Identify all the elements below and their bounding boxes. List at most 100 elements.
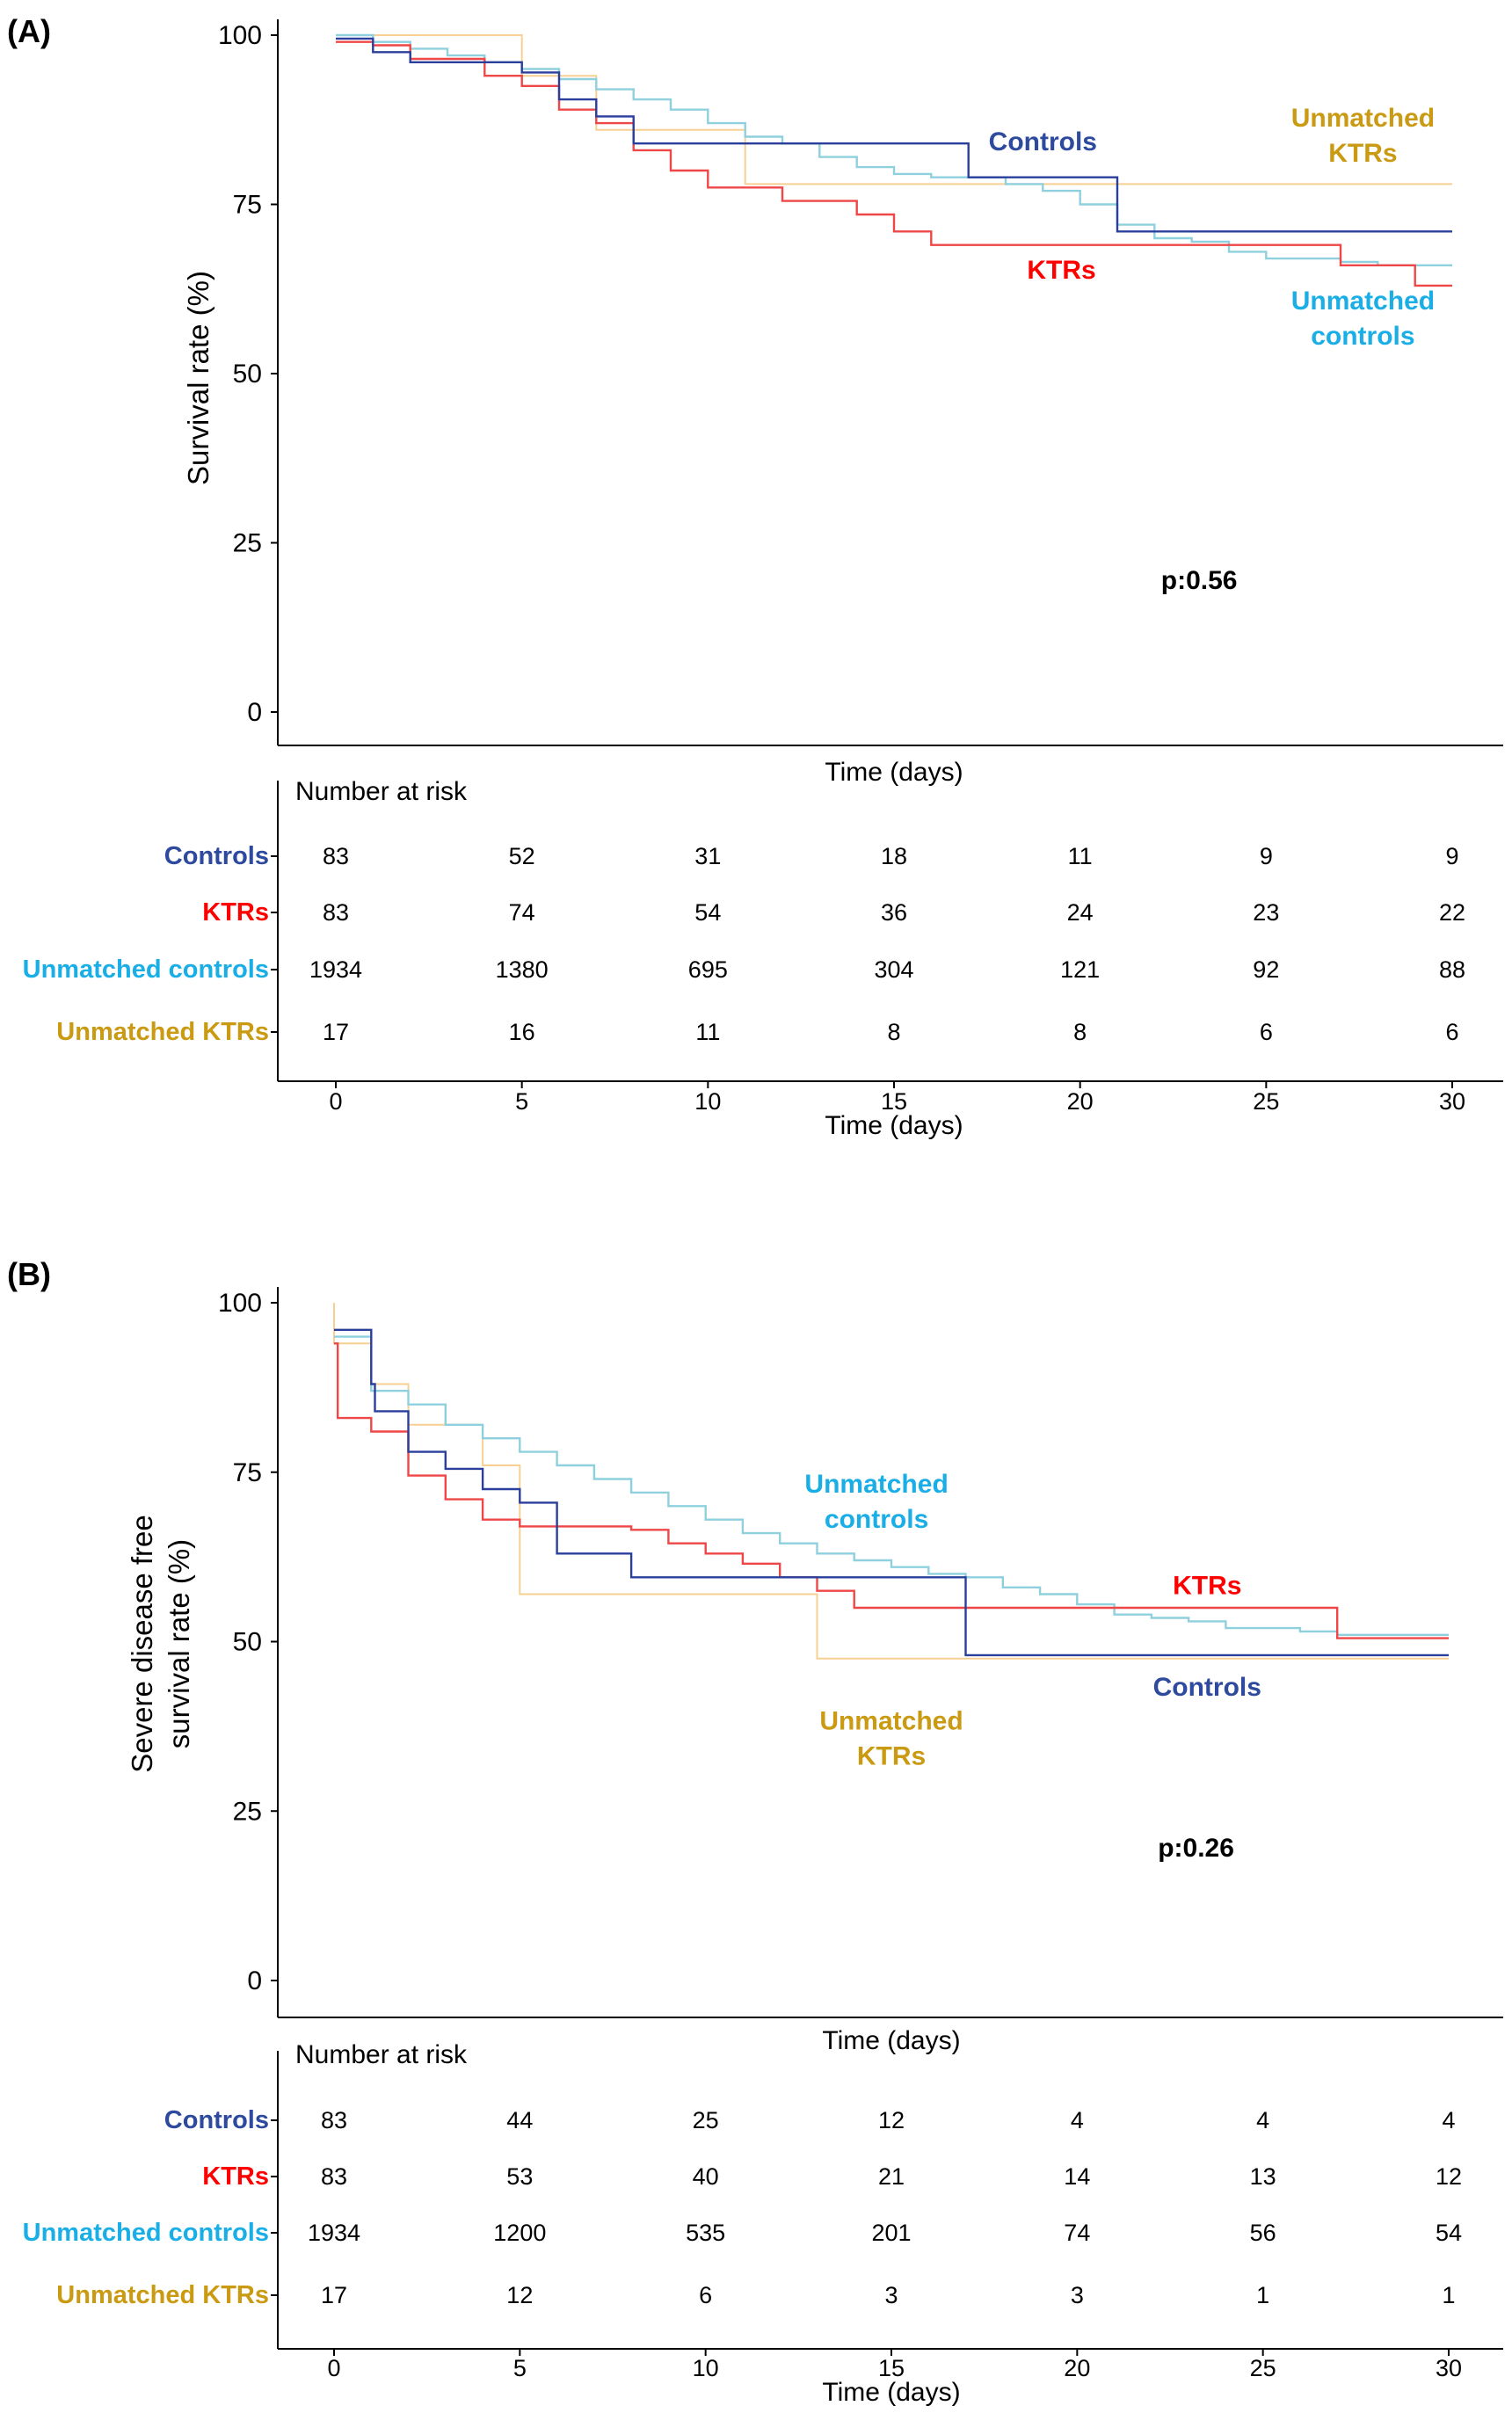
- curve-label-unmatched-ktrs: Unmatched: [819, 1707, 963, 1736]
- risk-row-label: KTRs: [202, 898, 269, 927]
- risk-value-cell: 17: [321, 2282, 347, 2308]
- risk-value-cell: 36: [881, 899, 907, 926]
- risk-value-cell: 92: [1253, 956, 1279, 983]
- x-tick-label: 10: [694, 1088, 721, 1115]
- risk-value-cell: 6: [1445, 1019, 1458, 1045]
- x-tick-label: 25: [1253, 1088, 1279, 1115]
- risk-value-cell: 9: [1260, 843, 1273, 869]
- risk-value-cell: 1934: [309, 956, 362, 983]
- y-tick-label: 50: [233, 1628, 262, 1657]
- x-tick-label: 0: [329, 1088, 342, 1115]
- risk-value-cell: 1934: [308, 2220, 360, 2246]
- risk-table-x-axis-title: Time (days): [825, 1111, 963, 1140]
- y-tick-label: 75: [233, 1458, 262, 1487]
- risk-value-cell: 6: [699, 2282, 712, 2308]
- risk-value-cell: 4: [1071, 2107, 1084, 2133]
- x-tick-label: 25: [1250, 2355, 1276, 2381]
- curve-label-unmatched-controls: controls: [825, 1505, 928, 1534]
- risk-value-cell: 83: [321, 2107, 347, 2133]
- curve-label-unmatched-controls: Unmatched: [1291, 287, 1435, 316]
- risk-table-x-axis-title: Time (days): [822, 2378, 960, 2407]
- y-tick-label: 0: [247, 1966, 262, 1995]
- y-axis-title: Severe disease free: [126, 1515, 158, 1773]
- risk-value-cell: 12: [506, 2282, 533, 2308]
- x-tick-label: 30: [1436, 2355, 1462, 2381]
- x-tick-label: 15: [878, 2355, 905, 2381]
- risk-value-cell: 21: [878, 2163, 905, 2190]
- y-axis-title: survival rate (%): [163, 1539, 195, 1748]
- risk-value-cell: 8: [887, 1019, 900, 1045]
- risk-value-cell: 53: [506, 2163, 533, 2190]
- series-line-unmatched-ktrs: [336, 34, 1452, 185]
- risk-value-cell: 16: [509, 1019, 535, 1045]
- risk-value-cell: 1200: [493, 2220, 546, 2246]
- panel-label: (A): [7, 13, 51, 49]
- p-value-annotation: p:0.26: [1158, 1834, 1234, 1863]
- risk-row-label: Unmatched KTRs: [56, 2281, 269, 2309]
- risk-value-cell: 3: [884, 2282, 898, 2308]
- risk-value-cell: 12: [878, 2107, 905, 2133]
- risk-value-cell: 40: [693, 2163, 719, 2190]
- series-line-unmatched-controls: [334, 1335, 1449, 1636]
- risk-value-cell: 14: [1064, 2163, 1090, 2190]
- risk-row-label: KTRs: [202, 2162, 269, 2191]
- series-line-controls: [336, 37, 1452, 233]
- risk-table-title: Number at risk: [295, 777, 468, 806]
- risk-value-cell: 12: [1436, 2163, 1462, 2190]
- panel-label: (B): [7, 1256, 51, 1292]
- x-tick-label: 5: [515, 1088, 528, 1115]
- y-axis-title: Survival rate (%): [182, 271, 214, 485]
- x-tick-label: 5: [513, 2355, 527, 2381]
- risk-value-cell: 6: [1260, 1019, 1273, 1045]
- risk-row-label: Unmatched KTRs: [56, 1018, 269, 1046]
- risk-row-label: Unmatched controls: [23, 956, 269, 984]
- curve-label-unmatched-ktrs: KTRs: [857, 1742, 926, 1771]
- curve-label-ktrs: KTRs: [1027, 256, 1095, 285]
- risk-value-cell: 304: [874, 956, 913, 983]
- curve-label-ktrs: KTRs: [1173, 1572, 1241, 1601]
- y-tick-label: 25: [233, 1797, 262, 1826]
- risk-value-cell: 24: [1067, 899, 1094, 926]
- x-axis-title: Time (days): [822, 2026, 960, 2055]
- risk-value-cell: 56: [1250, 2220, 1276, 2246]
- risk-value-cell: 11: [695, 1019, 720, 1045]
- risk-value-cell: 9: [1445, 843, 1458, 869]
- risk-value-cell: 201: [871, 2220, 911, 2246]
- risk-value-cell: 18: [881, 843, 907, 869]
- risk-value-cell: 11: [1068, 843, 1093, 869]
- x-tick-label: 30: [1439, 1088, 1465, 1115]
- y-tick-label: 100: [218, 1289, 262, 1318]
- x-axis-title: Time (days): [825, 758, 963, 787]
- x-tick-label: 0: [327, 2355, 340, 2381]
- risk-value-cell: 13: [1250, 2163, 1276, 2190]
- curve-label-unmatched-ktrs: KTRs: [1328, 139, 1397, 168]
- y-tick-label: 0: [247, 698, 262, 727]
- x-tick-label: 20: [1064, 2355, 1090, 2381]
- y-tick-label: 75: [233, 191, 262, 220]
- risk-value-cell: 54: [694, 899, 721, 926]
- curve-label-unmatched-controls: Unmatched: [804, 1470, 948, 1499]
- risk-value-cell: 22: [1439, 899, 1465, 926]
- y-tick-label: 100: [218, 21, 262, 50]
- risk-row-label: Unmatched controls: [23, 2219, 269, 2247]
- risk-value-cell: 695: [688, 956, 728, 983]
- curve-label-unmatched-controls: controls: [1311, 322, 1414, 351]
- risk-value-cell: 1380: [496, 956, 549, 983]
- series-line-ktrs: [336, 40, 1452, 287]
- x-tick-label: 10: [693, 2355, 719, 2381]
- risk-row-label: Controls: [164, 842, 269, 870]
- risk-value-cell: 52: [509, 843, 535, 869]
- risk-value-cell: 1: [1256, 2282, 1269, 2308]
- risk-value-cell: 44: [506, 2107, 533, 2133]
- y-tick-label: 25: [233, 529, 262, 558]
- risk-value-cell: 23: [1253, 899, 1279, 926]
- risk-value-cell: 1: [1442, 2282, 1455, 2308]
- risk-value-cell: 4: [1256, 2107, 1269, 2133]
- risk-value-cell: 74: [1064, 2220, 1090, 2246]
- risk-value-cell: 31: [694, 843, 721, 869]
- x-tick-label: 20: [1067, 1088, 1094, 1115]
